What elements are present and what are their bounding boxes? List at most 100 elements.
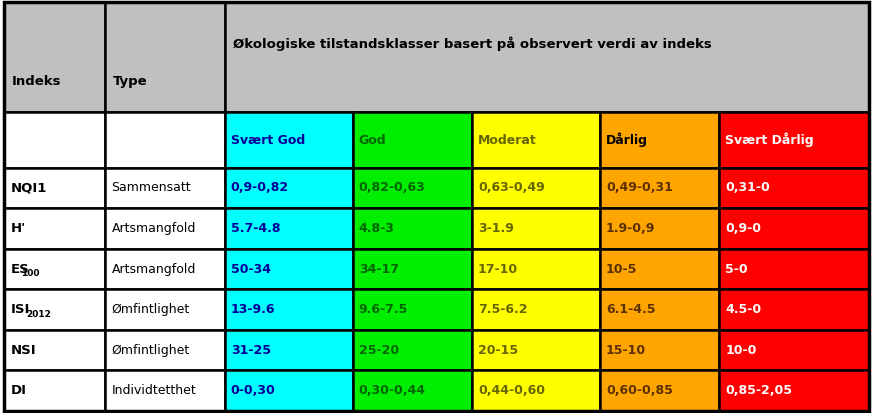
Bar	[600, 370, 719, 411]
Text: 9.6-7.5: 9.6-7.5	[359, 303, 409, 316]
Bar	[224, 112, 353, 168]
Text: 31-25: 31-25	[230, 344, 271, 356]
Text: 6.1-4.5: 6.1-4.5	[606, 303, 656, 316]
Bar	[353, 289, 472, 330]
Text: Ømfintlighet: Ømfintlighet	[112, 344, 189, 356]
Text: 3-1.9: 3-1.9	[478, 222, 514, 235]
Bar	[106, 168, 224, 208]
Text: 0,9-0: 0,9-0	[725, 222, 761, 235]
Text: Ømfintlighet: Ømfintlighet	[112, 303, 189, 316]
Text: 15-10: 15-10	[606, 344, 646, 356]
Bar	[719, 330, 869, 370]
Bar	[4, 330, 106, 370]
Text: 0,85-2,05: 0,85-2,05	[725, 384, 792, 397]
Bar	[472, 289, 600, 330]
Bar	[4, 208, 106, 249]
Text: 2012: 2012	[27, 310, 52, 319]
Bar	[106, 370, 224, 411]
Text: 0-0,30: 0-0,30	[230, 384, 276, 397]
Bar	[106, 289, 224, 330]
Text: NSI: NSI	[10, 344, 36, 356]
Text: 0,63-0,49: 0,63-0,49	[478, 181, 545, 195]
Bar	[224, 2, 869, 112]
Text: 0,44-0,60: 0,44-0,60	[478, 384, 545, 397]
Bar	[472, 330, 600, 370]
Bar	[719, 249, 869, 289]
Bar	[353, 168, 472, 208]
Text: 10-0: 10-0	[725, 344, 757, 356]
Text: 20-15: 20-15	[478, 344, 519, 356]
Text: Artsmangfold: Artsmangfold	[112, 222, 196, 235]
Bar	[224, 370, 353, 411]
Bar	[472, 168, 600, 208]
Text: ES: ES	[10, 263, 29, 275]
Text: Svært Dårlig: Svært Dårlig	[725, 133, 814, 147]
Text: Artsmangfold: Artsmangfold	[112, 263, 196, 275]
Text: DI: DI	[10, 384, 26, 397]
Text: 4.5-0: 4.5-0	[725, 303, 761, 316]
Text: 34-17: 34-17	[359, 263, 399, 275]
Text: Økologiske tilstandsklasser basert på observert verdi av indeks: Økologiske tilstandsklasser basert på ob…	[233, 37, 712, 51]
Bar	[4, 249, 106, 289]
Text: 0,31-0: 0,31-0	[725, 181, 770, 195]
Bar	[353, 249, 472, 289]
Text: 0,60-0,85: 0,60-0,85	[606, 384, 673, 397]
Bar	[600, 168, 719, 208]
Text: 0,30-0,44: 0,30-0,44	[359, 384, 426, 397]
Text: Individtetthet: Individtetthet	[112, 384, 196, 397]
Text: Moderat: Moderat	[478, 133, 537, 147]
Bar	[224, 208, 353, 249]
Text: 13-9.6: 13-9.6	[230, 303, 275, 316]
Bar	[224, 249, 353, 289]
Text: 10-5: 10-5	[606, 263, 637, 275]
Text: 4.8-3: 4.8-3	[359, 222, 395, 235]
Bar	[600, 112, 719, 168]
Text: H': H'	[10, 222, 25, 235]
Bar	[4, 370, 106, 411]
Bar	[719, 208, 869, 249]
Bar	[353, 330, 472, 370]
Bar	[353, 112, 472, 168]
Bar	[719, 112, 869, 168]
Bar	[224, 168, 353, 208]
Bar	[719, 168, 869, 208]
Bar	[472, 208, 600, 249]
Text: God: God	[359, 133, 387, 147]
Text: 5-0: 5-0	[725, 263, 748, 275]
Text: 0,49-0,31: 0,49-0,31	[606, 181, 673, 195]
Text: Svært God: Svært God	[230, 133, 306, 147]
Bar	[224, 330, 353, 370]
Text: Sammensatt: Sammensatt	[112, 181, 191, 195]
Bar	[106, 249, 224, 289]
Text: Type: Type	[113, 75, 147, 88]
Bar	[106, 330, 224, 370]
Text: 50-34: 50-34	[230, 263, 271, 275]
Bar	[224, 289, 353, 330]
Text: Indeks: Indeks	[11, 75, 61, 88]
Bar	[472, 112, 600, 168]
Text: 25-20: 25-20	[359, 344, 399, 356]
Bar	[106, 208, 224, 249]
Bar	[600, 208, 719, 249]
Bar	[106, 112, 224, 168]
Text: 100: 100	[21, 269, 40, 278]
Bar	[353, 370, 472, 411]
Text: ISI: ISI	[10, 303, 30, 316]
Bar	[600, 249, 719, 289]
Bar	[4, 2, 106, 112]
Bar	[600, 330, 719, 370]
Bar	[4, 112, 106, 168]
Text: 0,82-0,63: 0,82-0,63	[359, 181, 425, 195]
Bar	[106, 2, 224, 112]
Text: NQI1: NQI1	[10, 181, 47, 195]
Bar	[719, 289, 869, 330]
Bar	[4, 168, 106, 208]
Bar	[353, 208, 472, 249]
Text: 0,9-0,82: 0,9-0,82	[230, 181, 289, 195]
Bar	[4, 289, 106, 330]
Text: 7.5-6.2: 7.5-6.2	[478, 303, 527, 316]
Text: 17-10: 17-10	[478, 263, 519, 275]
Bar	[472, 370, 600, 411]
Text: 1.9-0,9: 1.9-0,9	[606, 222, 656, 235]
Bar	[600, 289, 719, 330]
